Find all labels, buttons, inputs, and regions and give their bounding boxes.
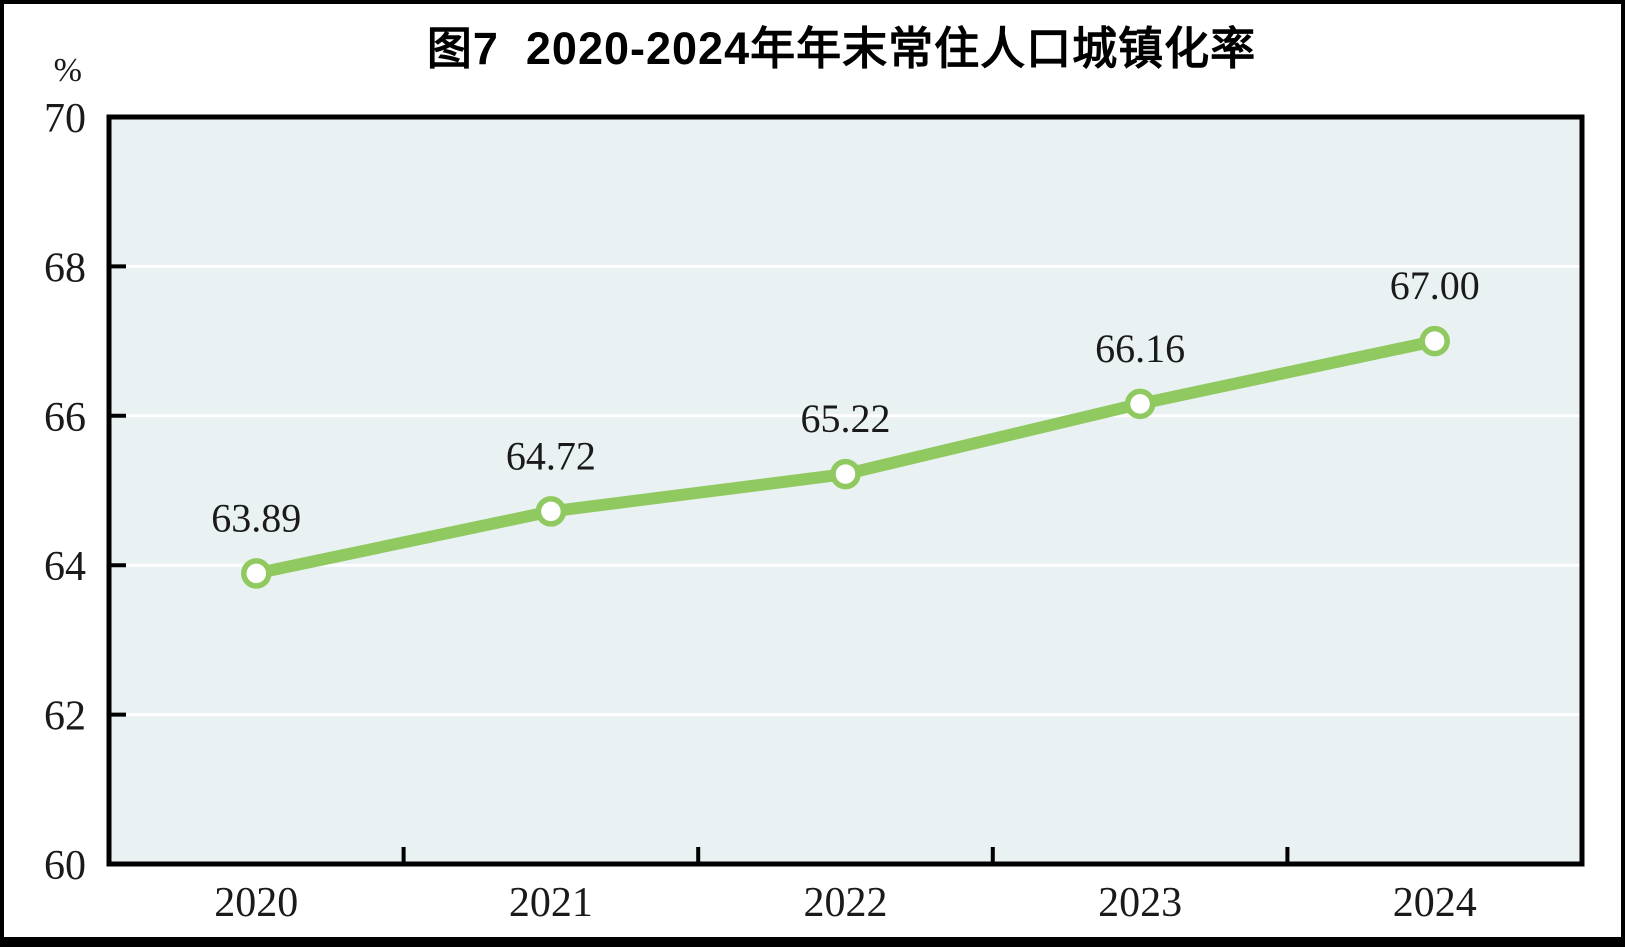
y-axis-unit-label: % <box>53 52 82 89</box>
y-axis-tick-label: 62 <box>44 694 86 740</box>
line-chart-svg: 60 62 64 66 68 70 2020 2021 2022 2023 2024 63.89 64.… <box>44 96 1585 926</box>
data-point-marker <box>1124 388 1156 420</box>
gridlines <box>109 264 1582 717</box>
chart-title: 图7 2020-2024年年末常住人口城镇化率 <box>426 23 1257 74</box>
y-axis-tick-label: 70 <box>44 96 86 142</box>
x-axis-category-label: 2024 <box>1393 880 1477 926</box>
data-point-label: 63.89 <box>211 495 301 540</box>
data-point-marker <box>830 458 861 490</box>
plot-area-background <box>109 117 1582 864</box>
data-point-marker <box>1419 325 1450 357</box>
x-axis-category-label: 2022 <box>804 880 888 926</box>
y-axis-tick-label: 68 <box>44 245 86 291</box>
data-point-marker <box>535 496 567 527</box>
x-axis-category-label: 2020 <box>214 880 298 926</box>
y-axis: 60 62 64 66 68 70 <box>44 96 126 889</box>
data-point-label: 65.22 <box>801 396 891 441</box>
x-axis-category-label: 2023 <box>1098 880 1182 926</box>
data-point-label: 67.00 <box>1390 263 1480 308</box>
y-axis-tick-label: 66 <box>44 395 86 441</box>
y-axis-tick-label: 64 <box>44 544 86 590</box>
plot-border <box>106 114 1585 867</box>
y-axis-tick-label: 60 <box>44 843 86 889</box>
data-points: 63.89 64.72 65.22 66.16 67.00 <box>211 263 1480 589</box>
data-point-label: 64.72 <box>506 433 596 478</box>
data-point-label: 66.16 <box>1095 326 1185 371</box>
data-point-marker <box>241 558 272 589</box>
x-axis: 2020 2021 2022 2023 2024 <box>214 847 1477 926</box>
x-axis-category-label: 2021 <box>509 880 593 926</box>
